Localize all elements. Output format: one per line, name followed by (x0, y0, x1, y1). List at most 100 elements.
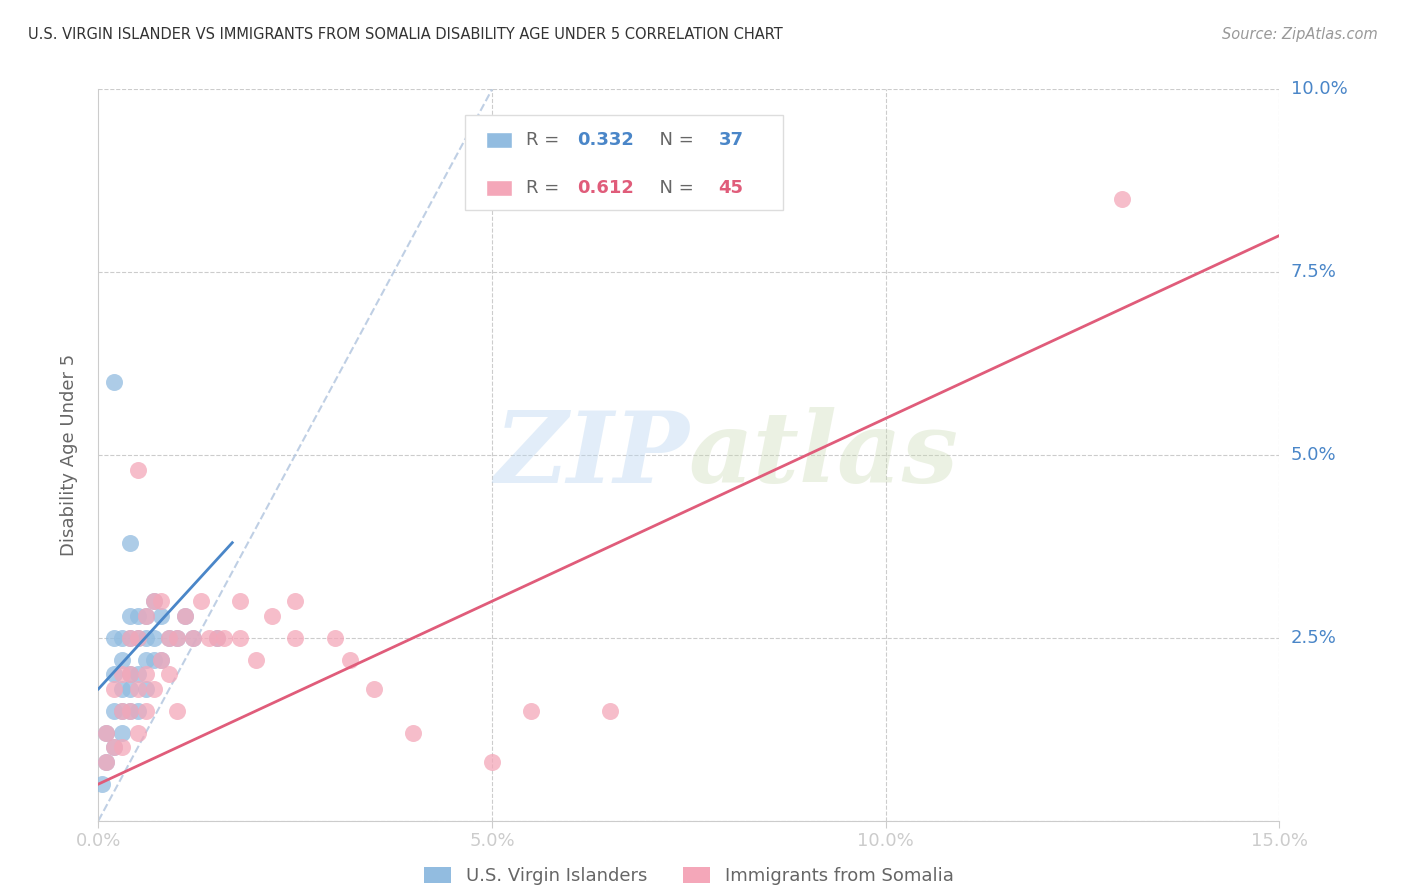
Point (245, 653, 267, 667)
Point (339, 653, 361, 667)
Text: 7.5%: 7.5% (1291, 263, 1337, 281)
Point (166, 631, 188, 645)
Text: 0.612: 0.612 (576, 179, 634, 197)
Point (111, 653, 134, 667)
FancyBboxPatch shape (486, 180, 512, 196)
Point (135, 608, 157, 623)
Point (142, 594, 165, 608)
Point (96, 726, 118, 740)
Point (174, 608, 197, 623)
Point (135, 653, 157, 667)
Point (127, 631, 149, 645)
Point (118, 631, 141, 645)
Text: ZIP: ZIP (494, 407, 689, 503)
Point (103, 667, 125, 681)
Point (142, 594, 165, 608)
Point (127, 462, 149, 476)
Point (96, 755, 118, 769)
Point (142, 631, 165, 645)
Text: Source: ZipAtlas.com: Source: ZipAtlas.com (1222, 27, 1378, 42)
Point (166, 631, 188, 645)
Point (1111, 192, 1133, 206)
Point (229, 594, 252, 608)
Point (599, 704, 621, 718)
Point (103, 375, 125, 389)
Point (166, 704, 188, 718)
Point (118, 667, 141, 681)
Point (205, 631, 228, 645)
Point (111, 704, 134, 718)
Legend: U.S. Virgin Islanders, Immigrants from Somalia: U.S. Virgin Islanders, Immigrants from S… (418, 859, 960, 892)
Point (181, 631, 204, 645)
Point (481, 755, 503, 769)
Point (118, 704, 141, 718)
Point (103, 681, 125, 696)
Point (157, 667, 180, 681)
Text: 5.0%: 5.0% (1291, 446, 1336, 464)
Point (118, 704, 141, 718)
Text: 2.5%: 2.5% (1291, 629, 1337, 647)
Point (229, 631, 252, 645)
Point (157, 631, 180, 645)
Point (103, 704, 125, 718)
Point (111, 704, 134, 718)
Point (157, 631, 180, 645)
Text: 0.332: 0.332 (576, 131, 634, 149)
Point (135, 681, 157, 696)
Point (111, 631, 134, 645)
Point (402, 726, 425, 740)
Point (181, 631, 204, 645)
Point (111, 726, 134, 740)
Point (127, 726, 149, 740)
Point (190, 594, 212, 608)
Point (135, 631, 157, 645)
Point (118, 667, 141, 681)
Point (111, 740, 134, 755)
Text: N =: N = (648, 179, 699, 197)
Point (135, 667, 157, 681)
Text: R =: R = (526, 179, 565, 197)
Point (150, 608, 173, 623)
Point (150, 653, 173, 667)
Point (150, 594, 173, 608)
Point (96, 755, 118, 769)
Point (118, 608, 141, 623)
Text: R =: R = (526, 131, 565, 149)
Point (118, 681, 141, 696)
Point (127, 704, 149, 718)
Point (135, 704, 157, 718)
Point (174, 608, 197, 623)
Point (214, 631, 236, 645)
Point (135, 608, 157, 623)
Point (118, 535, 141, 549)
Point (363, 681, 385, 696)
Y-axis label: Disability Age Under 5: Disability Age Under 5 (59, 354, 77, 556)
Point (260, 608, 283, 623)
Point (284, 594, 307, 608)
Point (127, 631, 149, 645)
Point (520, 704, 543, 718)
Point (127, 681, 149, 696)
Point (111, 681, 134, 696)
Point (142, 653, 165, 667)
Text: U.S. VIRGIN ISLANDER VS IMMIGRANTS FROM SOMALIA DISABILITY AGE UNDER 5 CORRELATI: U.S. VIRGIN ISLANDER VS IMMIGRANTS FROM … (28, 27, 783, 42)
Point (118, 631, 141, 645)
Text: atlas: atlas (689, 407, 959, 503)
FancyBboxPatch shape (464, 115, 783, 210)
Point (103, 740, 125, 755)
Point (96, 726, 118, 740)
Point (111, 667, 134, 681)
Text: 37: 37 (718, 131, 744, 149)
Point (205, 631, 228, 645)
Point (197, 631, 219, 645)
Point (127, 608, 149, 623)
Point (127, 667, 149, 681)
Point (142, 681, 165, 696)
Point (103, 740, 125, 755)
Text: N =: N = (648, 131, 699, 149)
Point (323, 631, 346, 645)
Point (150, 653, 173, 667)
Text: 10.0%: 10.0% (1291, 80, 1347, 98)
FancyBboxPatch shape (486, 132, 512, 148)
Point (103, 631, 125, 645)
